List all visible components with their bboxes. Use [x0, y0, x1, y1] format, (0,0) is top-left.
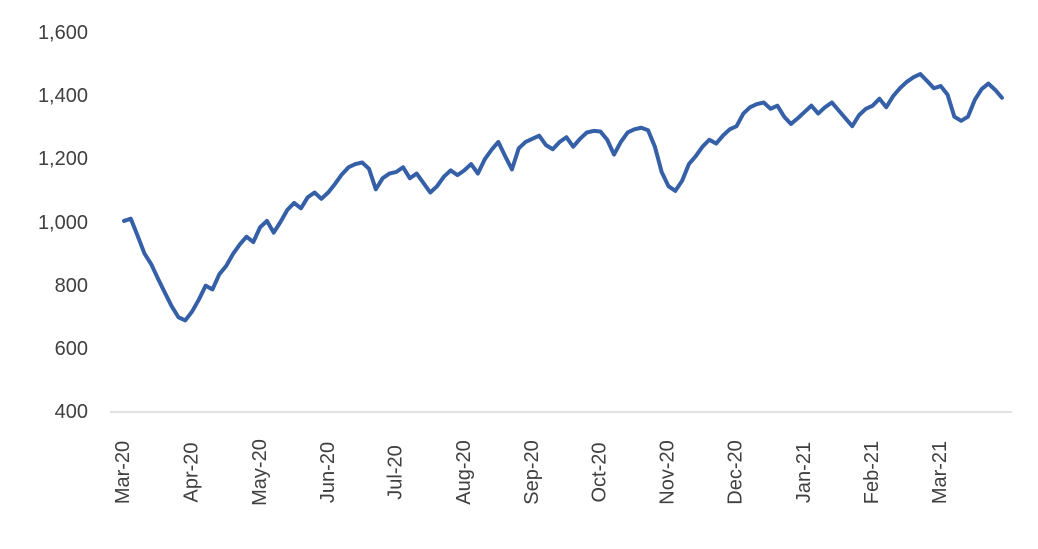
y-tick-label: 1,000 [37, 211, 88, 234]
y-tick-label: 1,600 [37, 22, 88, 44]
y-tick-label: 600 [54, 337, 88, 360]
y-tick-label: 1,200 [37, 148, 88, 171]
y-tick-label: 400 [54, 401, 88, 423]
y-tick-label: 800 [54, 274, 88, 297]
series-line [122, 72, 1004, 323]
y-tick-label: 1,400 [37, 85, 88, 108]
